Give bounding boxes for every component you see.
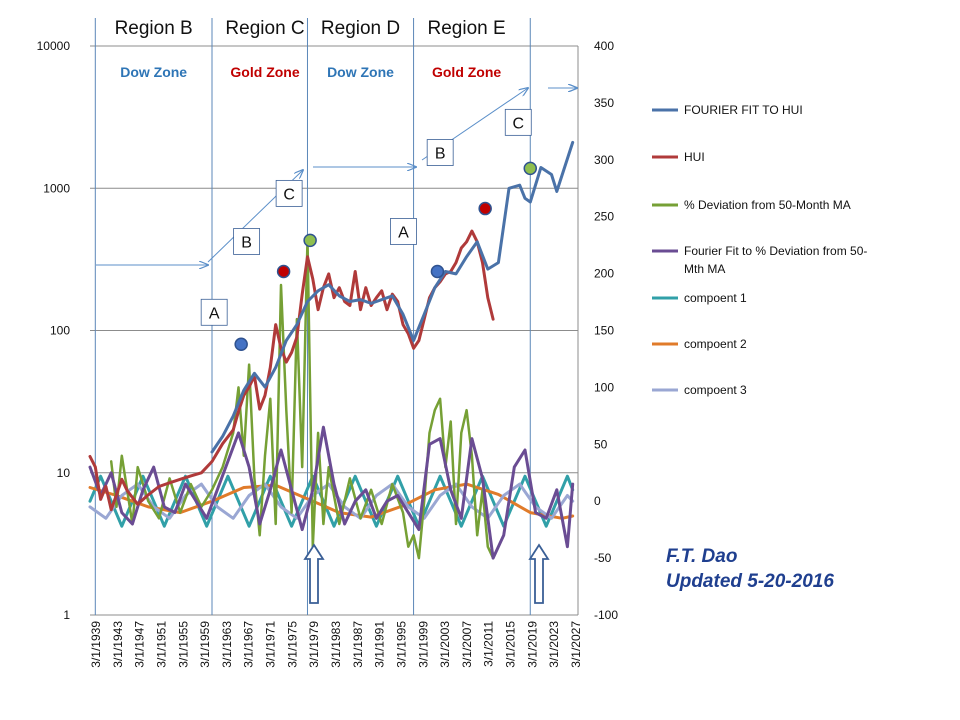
region-headers: Region B Dow Zone Region C Gold Zone Region … — [115, 18, 506, 80]
marker-point — [523, 161, 538, 176]
marker-label-box — [233, 228, 261, 255]
markers: A B C A B C — [200, 108, 538, 352]
x-axis-tick: 3/1/2003 — [438, 621, 452, 668]
marker-point — [478, 201, 492, 216]
region-title: Region E — [428, 18, 506, 39]
x-axis-tick: 3/1/1999 — [416, 621, 430, 668]
x-axis-tick: 3/1/1951 — [155, 621, 169, 668]
x-axis-tick: 3/1/1991 — [373, 621, 387, 668]
right-axis-tick: 250 — [594, 210, 614, 224]
x-axis-tick: 3/1/1939 — [89, 621, 103, 668]
x-axis-tick: 3/1/2015 — [504, 621, 518, 668]
right-axis-tick: -50 — [594, 551, 612, 565]
left-axis-tick: 1 — [63, 608, 70, 622]
series-line-4 — [88, 425, 575, 560]
right-axis-tick: 400 — [594, 39, 614, 53]
left-axis-tick: 1000 — [43, 181, 70, 195]
author-updated: Updated 5-20-2016 — [666, 571, 834, 592]
marker-label: A — [209, 305, 220, 322]
x-axis-tick: 3/1/1983 — [329, 621, 343, 668]
region-title: Region D — [321, 18, 400, 39]
x-axis-tick: 3/1/1987 — [351, 621, 365, 668]
zone-label: Dow Zone — [120, 64, 187, 80]
marker-label-box — [390, 218, 417, 245]
left-axis-tick: 10 — [57, 466, 71, 480]
x-axis-tick: 3/1/1943 — [111, 621, 125, 668]
axis-labels: 1 10 100 1000 10000 -100 -50 0 50 100 150 200 250 300… — [37, 39, 619, 668]
series-line-1 — [210, 140, 575, 454]
right-axis-tick: 150 — [594, 324, 614, 338]
marker-label-box — [200, 298, 228, 326]
legend-label: HUI — [684, 150, 705, 164]
marker-point — [430, 264, 445, 279]
x-axis-tick: 3/1/1971 — [264, 621, 278, 668]
series-group — [88, 140, 575, 560]
legend-label: Mth MA — [684, 262, 725, 276]
legend-label: % Deviation from 50-Month MA — [684, 198, 851, 212]
legend-label: compoent 1 — [684, 291, 747, 305]
zone-label: Gold Zone — [432, 64, 501, 80]
x-axis-tick: 3/1/2011 — [482, 621, 496, 667]
marker-label: C — [283, 186, 295, 203]
gridlines — [90, 45, 579, 616]
x-axis-tick: 3/1/1947 — [133, 621, 147, 668]
zone-label: Dow Zone — [327, 64, 394, 80]
left-axis-tick: 100 — [50, 324, 70, 338]
marker-label: C — [512, 115, 524, 132]
x-axis-tick: 3/1/1975 — [285, 621, 299, 668]
x-axis-tick: 3/1/2019 — [525, 621, 539, 668]
x-axis-tick: 3/1/1995 — [395, 621, 409, 668]
marker-point — [234, 337, 248, 352]
marker-label: B — [435, 146, 446, 163]
right-axis-tick: 100 — [594, 380, 614, 394]
legend-label: FOURIER FIT TO HUI — [684, 103, 803, 117]
zone-label: Gold Zone — [230, 64, 299, 80]
x-axis-tick: 3/1/1959 — [198, 621, 212, 668]
x-axis-tick: 3/1/1955 — [176, 621, 190, 668]
right-axis-tick: 300 — [594, 153, 614, 167]
right-axis-tick: 200 — [594, 267, 614, 281]
up-arrow-icon — [303, 543, 325, 604]
marker-point — [303, 233, 317, 248]
up-arrow-icon — [528, 543, 550, 604]
marker-point — [276, 264, 291, 279]
author-block: F.T. Dao Updated 5-20-2016 — [666, 546, 834, 592]
x-axis-tick: 3/1/2007 — [460, 621, 474, 668]
x-axis-tick: 3/1/2027 — [569, 621, 583, 668]
right-axis-tick: -100 — [594, 608, 618, 622]
region-title: Region B — [115, 18, 193, 39]
marker-label: A — [398, 224, 409, 241]
right-axis-tick: 50 — [594, 437, 608, 451]
region-title: Region C — [225, 18, 304, 39]
x-axis-tick: 3/1/1963 — [220, 621, 234, 668]
author-name: F.T. Dao — [666, 546, 737, 567]
left-axis-tick: 10000 — [37, 39, 71, 53]
marker-label-box — [504, 108, 532, 136]
legend: FOURIER FIT TO HUI HUI % Deviation from 50… — [652, 103, 867, 397]
x-axis-tick: 3/1/2023 — [547, 621, 561, 668]
legend-label: compoent 2 — [684, 337, 747, 351]
legend-label: Fourier Fit to % Deviation from 50- — [684, 244, 867, 258]
marker-label-box — [275, 179, 303, 207]
right-axis-tick: 0 — [594, 494, 601, 508]
x-axis-tick: 3/1/1967 — [242, 621, 256, 668]
marker-label: B — [241, 234, 252, 251]
legend-label: compoent 3 — [684, 383, 747, 397]
marker-label-box — [426, 139, 454, 166]
x-axis-tick: 3/1/1979 — [307, 621, 321, 668]
right-axis-tick: 350 — [594, 96, 614, 110]
